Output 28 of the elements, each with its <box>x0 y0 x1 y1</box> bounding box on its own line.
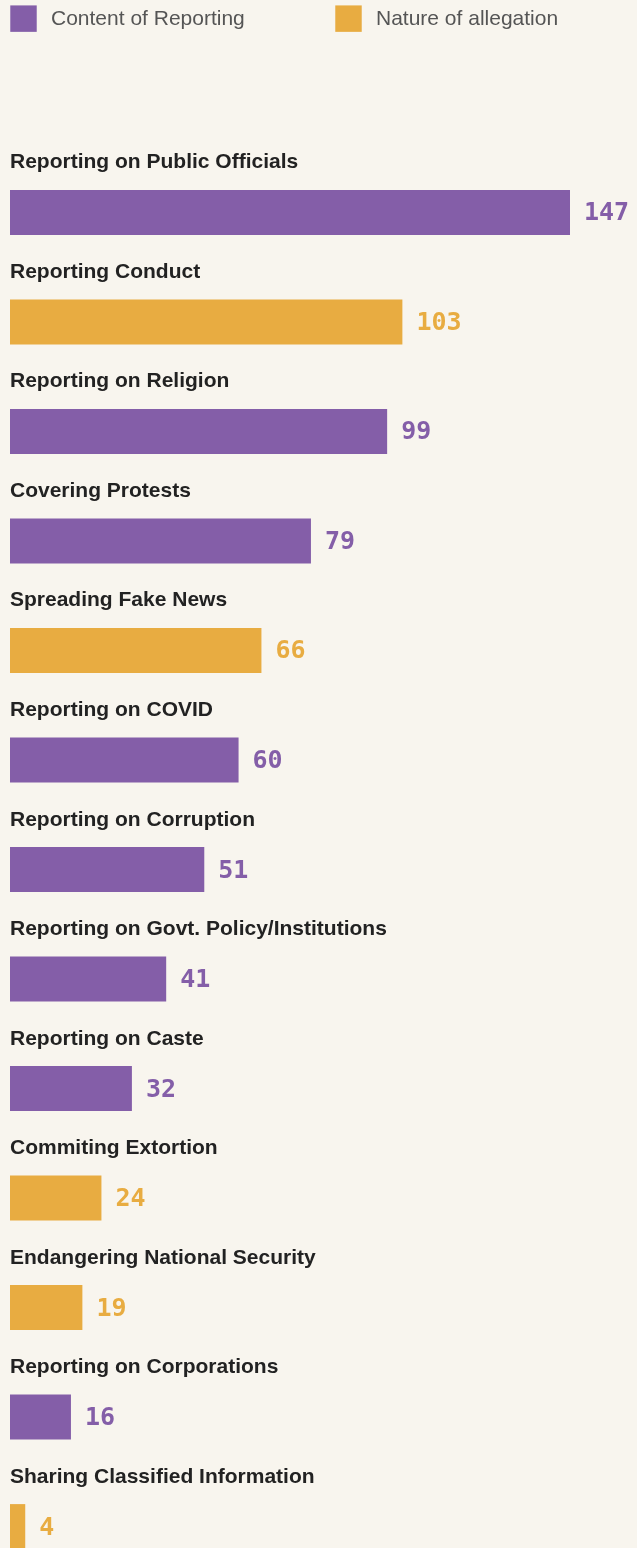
y-tick-label: Endangering National Security <box>10 1244 317 1268</box>
data-label: 60 <box>252 744 283 774</box>
y-tick-label: Reporting on COVID <box>10 696 213 720</box>
data-label: 41 <box>180 964 211 994</box>
data-label: 24 <box>115 1183 146 1213</box>
y-tick-label: Reporting on Caste <box>10 1025 204 1049</box>
data-label: 99 <box>401 416 432 446</box>
data-label: 16 <box>84 1402 116 1432</box>
y-tick-label: Reporting on Religion <box>10 368 230 392</box>
data-label: 103 <box>416 306 462 336</box>
y-tick-label: Reporting on Govt. Policy/Institutions <box>10 916 387 940</box>
y-tick-label: Commiting Extortion <box>10 1135 218 1159</box>
y-tick-label: Reporting on Corporations <box>10 1354 279 1378</box>
y-tick-label: Spreading Fake News <box>10 587 228 611</box>
data-label: 51 <box>218 854 249 884</box>
y-tick-label: Covering Protests <box>10 477 191 501</box>
data-label: 4 <box>39 1511 55 1541</box>
data-label: 66 <box>275 635 306 665</box>
legend-label: Nature of allegation <box>376 5 559 29</box>
y-tick-label: Reporting on Public Officials <box>10 149 299 173</box>
data-label: 79 <box>324 525 356 555</box>
data-label: 147 <box>584 197 630 227</box>
data-label: 19 <box>96 1292 127 1322</box>
y-tick-label: Reporting Conduct <box>10 258 201 282</box>
y-tick-label: Sharing Classified Information <box>10 1463 315 1487</box>
y-tick-label: Reporting on Corruption <box>10 806 255 830</box>
legend-label: Content of Reporting <box>51 5 245 29</box>
data-label: 32 <box>145 1073 177 1103</box>
